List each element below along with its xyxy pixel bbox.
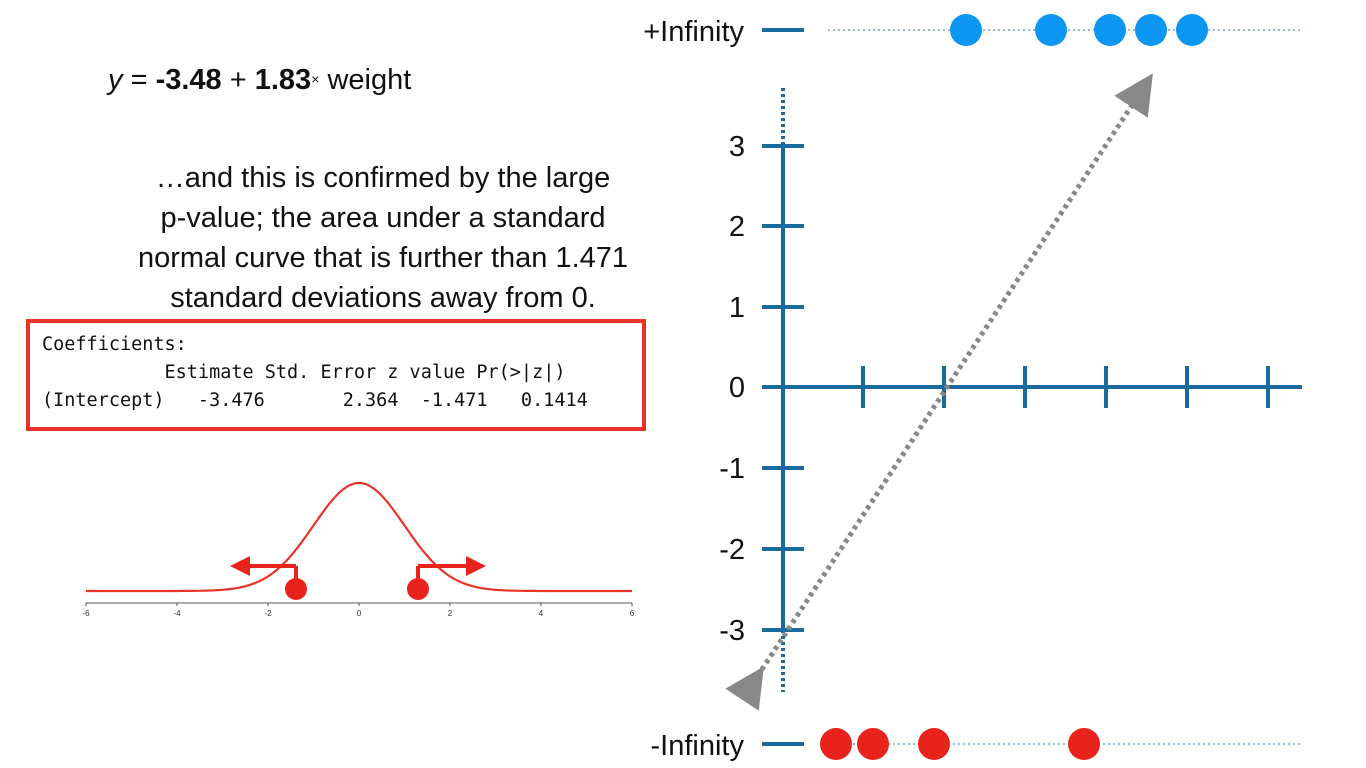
coefficients-table: Coefficients: Estimate Std. Error z valu… (26, 319, 646, 431)
equation-plus: + (229, 64, 247, 96)
y-axis-labels: 3 2 1 0 -1 -2 -3 (719, 131, 745, 647)
positive-point (1094, 14, 1126, 46)
normal-tick-label: -4 (173, 609, 181, 618)
normal-tick-label: -2 (264, 609, 272, 618)
y-tick-label: -3 (719, 615, 745, 647)
explanation-line-1: …and this is confirmed by the large (155, 162, 611, 194)
positive-z-point (407, 578, 429, 600)
explanation-text: …and this is confirmed by the large p-va… (60, 158, 706, 318)
normal-density-curve (86, 481, 632, 593)
explanation-line-3: normal curve that is further than 1.471 (137, 242, 629, 274)
normal-tick-label: 4 (539, 609, 544, 618)
y-tick-label: 3 (729, 131, 745, 163)
positive-points (950, 14, 1208, 46)
y-tick-label: 0 (729, 372, 745, 404)
positive-point (1176, 14, 1208, 46)
equation-equals: = (130, 64, 148, 96)
y-tick-label: 1 (729, 292, 745, 324)
explanation-line-4: standard deviations away from 0. (170, 282, 596, 314)
negative-points (820, 728, 1100, 760)
normal-tick-label: 0 (357, 609, 362, 618)
negative-point (1068, 728, 1100, 760)
positive-infinity-label: +Infinity (643, 16, 744, 48)
coefficients-columns: Estimate Std. Error z value Pr(>|z|) (42, 362, 566, 383)
coefficients-intercept-row: (Intercept) -3.476 2.364 -1.471 0.1414 (42, 390, 588, 411)
normal-tick-label: 6 (630, 609, 635, 618)
negative-point (820, 728, 852, 760)
normal-curve-ticks: -6 -4 -2 0 2 4 6 (82, 603, 635, 618)
negative-point (918, 728, 950, 760)
equation-variable: weight (327, 64, 412, 96)
equation-y: y (108, 64, 123, 96)
normal-tick-label: -6 (82, 609, 90, 618)
regression-equation: y = -3.48 + 1.83× weight (108, 64, 411, 97)
y-tick-label: -2 (719, 534, 745, 566)
negative-infinity-label: -Infinity (651, 730, 745, 762)
positive-point (1135, 14, 1167, 46)
normal-tick-label: 2 (448, 609, 453, 618)
equation-intercept: -3.48 (155, 64, 222, 96)
y-tick-label: 2 (729, 211, 745, 243)
negative-z-point (285, 578, 307, 600)
positive-point (1035, 14, 1067, 46)
explanation-line-2: p-value; the area under a standard (160, 202, 606, 234)
fitted-log-odds-line (725, 73, 1153, 711)
equation-times: × (311, 71, 320, 88)
equation-slope: 1.83 (254, 64, 312, 96)
coefficients-header: Coefficients: (42, 334, 187, 355)
positive-point (950, 14, 982, 46)
negative-point (857, 728, 889, 760)
y-tick-label: -1 (719, 453, 745, 485)
